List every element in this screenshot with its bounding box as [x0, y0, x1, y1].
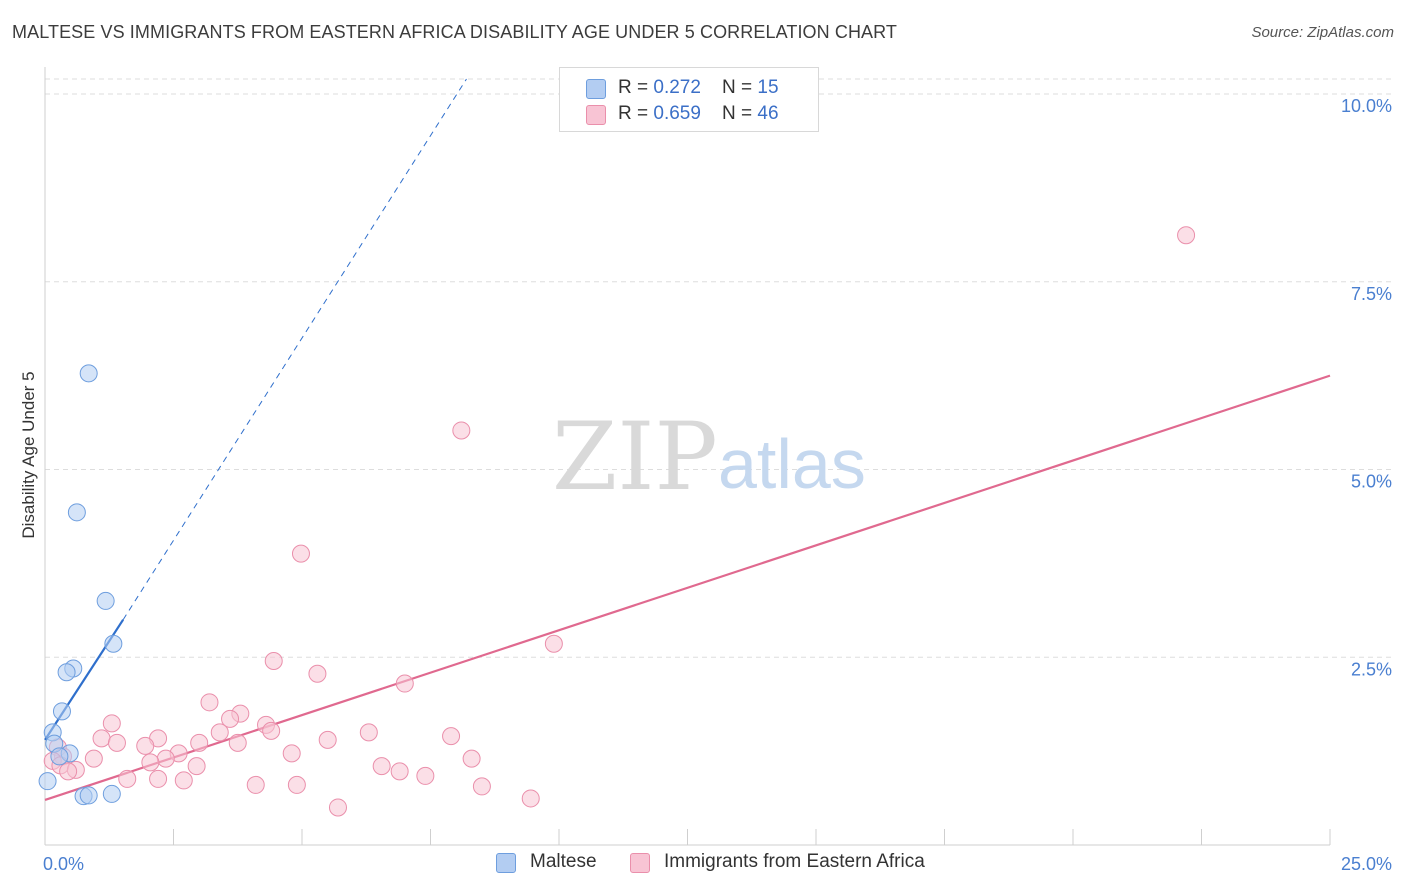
immigrants-point [287, 775, 306, 794]
x-tick-label: 25.0% [1341, 854, 1392, 874]
source-credit: Source: ZipAtlas.com [1251, 24, 1394, 41]
immigrants-point [442, 727, 461, 746]
legend-r-label: R = [618, 103, 654, 124]
bottom-legend-label: Immigrants from Eastern Africa [664, 851, 925, 872]
immigrants-point [308, 664, 327, 683]
immigrants-point [59, 762, 78, 781]
legend-n-label: N = [722, 103, 758, 124]
immigrants-point [472, 777, 491, 796]
maltese-point [79, 786, 98, 805]
immigrants-point [328, 798, 347, 817]
immigrants-point [246, 775, 265, 794]
immigrants-point [1177, 226, 1196, 245]
tick-labels: 2.5% 5.0% 7.5% 10.0% 0.0% 25.0% [43, 96, 1392, 874]
immigrants-point [118, 769, 137, 788]
maltese-point [50, 747, 69, 766]
immigrants-point [372, 757, 391, 776]
maltese-point [79, 364, 98, 383]
immigrants-point [521, 789, 540, 808]
watermark: ZIP atlas [552, 403, 866, 512]
stats-legend: R = 0.272 N = 15 R = 0.659 N = 46 [559, 67, 819, 132]
immigrants-point [107, 733, 126, 752]
immigrants-point [187, 757, 206, 776]
immigrants-point [228, 733, 247, 752]
maltese-point [57, 663, 76, 682]
immigrants-point [141, 753, 160, 772]
watermark-atlas: atlas [718, 425, 866, 503]
immigrants-point [544, 634, 563, 653]
y-tick-label: 7.5% [1351, 284, 1392, 304]
maltese-point [67, 503, 86, 522]
maltese-trend-extension [122, 78, 467, 620]
y-tick-label: 2.5% [1351, 659, 1392, 679]
immigrants-point [221, 709, 240, 728]
maltese-point [52, 702, 71, 721]
immigrants-point [136, 736, 155, 755]
legend-n-value: 46 [757, 103, 779, 124]
immigrants-point [200, 693, 219, 712]
data-points [38, 226, 1196, 817]
x-tick-label: 0.0% [43, 854, 84, 874]
y-tick-label: 5.0% [1351, 472, 1392, 492]
legend-n-label: N = [722, 77, 758, 98]
bottom-legend-swatch-blue [496, 853, 516, 873]
legend-r-value: 0.272 [653, 77, 701, 98]
legend-swatch-pink [586, 105, 606, 125]
maltese-point [96, 591, 115, 610]
immigrants-point [390, 762, 409, 781]
immigrants-point [264, 652, 283, 671]
maltese-point [104, 634, 123, 653]
immigrants-point [102, 714, 121, 733]
immigrants-point [462, 749, 481, 768]
chart-title: MALTESE VS IMMIGRANTS FROM EASTERN AFRIC… [12, 22, 898, 42]
immigrants-point [210, 723, 229, 742]
bottom-legend-label: Maltese [530, 851, 597, 872]
immigrants-point [395, 674, 414, 693]
y-tick-label: 10.0% [1341, 96, 1392, 116]
immigrants-point [156, 749, 175, 768]
immigrants-point [291, 544, 310, 563]
immigrants-point [84, 749, 103, 768]
legend-n-value: 15 [757, 77, 779, 98]
maltese-point [102, 784, 121, 803]
immigrants-point [282, 744, 301, 763]
immigrants-point [262, 721, 281, 740]
y-axis-label: Disability Age Under 5 [19, 371, 38, 538]
immigrants-point [174, 771, 193, 790]
grid-lines [45, 78, 1392, 658]
bottom-legend-swatch-pink [630, 853, 650, 873]
immigrants-point [318, 730, 337, 749]
legend-swatch-blue [586, 79, 606, 99]
immigrants-point [359, 723, 378, 742]
maltese-point [38, 772, 57, 791]
immigrants-point [452, 421, 471, 440]
immigrants-point [92, 729, 111, 748]
immigrants-point [190, 733, 209, 752]
immigrants-point [149, 769, 168, 788]
immigrants-point [416, 766, 435, 785]
watermark-zip: ZIP [552, 403, 718, 512]
axes [44, 67, 1331, 846]
legend-r-label: R = [618, 77, 654, 98]
legend-r-value: 0.659 [653, 103, 701, 124]
